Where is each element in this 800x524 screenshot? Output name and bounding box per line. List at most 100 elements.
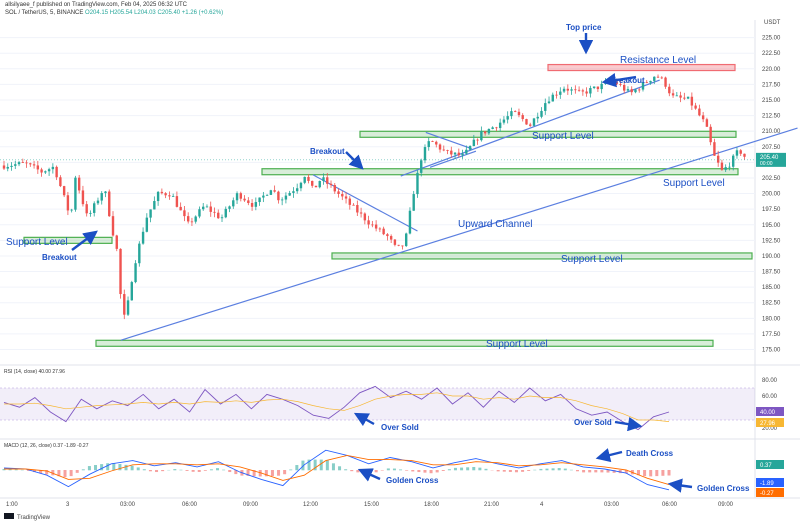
macd-histogram-bar [112, 463, 116, 471]
candle-body [423, 147, 427, 161]
candle-body [175, 196, 179, 207]
price-axis[interactable]: 225.00 222.50 220.00 217.50 215.00 212.50 210.… [762, 36, 781, 354]
rsi-legend[interactable]: RSI (14, close) 40.00 27.96 [4, 369, 65, 375]
candle-body [138, 243, 141, 264]
candle-body [401, 245, 404, 247]
macd-histogram-bar [283, 470, 287, 475]
candle-body [47, 169, 51, 172]
x-tick-label: 03:00 [604, 502, 620, 508]
candle-body [559, 91, 562, 95]
trendlines-layer [120, 79, 798, 341]
x-tick-label: 06:00 [662, 502, 678, 508]
candle-body [359, 212, 363, 214]
arrow-breakout-mid [345, 151, 364, 170]
trendline[interactable] [429, 150, 477, 168]
candle-body [638, 89, 641, 91]
tradingview-logo[interactable]: TradingView [4, 513, 51, 521]
candle-body [438, 144, 442, 150]
macd-histogram-bar [392, 468, 396, 471]
level-zone-support[interactable] [261, 168, 739, 176]
candle-body [44, 171, 47, 173]
candle-body [623, 84, 626, 91]
candle-body [265, 194, 269, 196]
trendline[interactable] [120, 127, 798, 341]
arrow-golden-cross-left [357, 468, 381, 482]
level-zone-support[interactable] [359, 130, 737, 138]
time-axis[interactable]: 1:00 3 03:00 06:00 09:00 12:00 15:00 18:00 21:00… [6, 502, 734, 508]
candle-body [555, 94, 558, 96]
macd-histogram-bar [405, 470, 409, 471]
candle-body [683, 97, 686, 99]
level-zone-support[interactable] [95, 339, 714, 347]
candle-body [100, 193, 103, 201]
candle-body [450, 150, 453, 155]
candle-body [186, 216, 190, 222]
candle-body [66, 195, 70, 211]
candle-body [164, 193, 167, 196]
annotation-support-level-176: Support Level [486, 339, 548, 350]
price-pane[interactable] [0, 20, 755, 364]
candle-body [228, 206, 231, 209]
level-zone-resistance[interactable] [547, 63, 736, 72]
last-price-badge [756, 152, 786, 167]
candle-body [495, 127, 498, 129]
candle-body [356, 205, 359, 213]
candle-body [74, 177, 77, 210]
level-zone-support[interactable] [331, 252, 753, 260]
trendline[interactable] [425, 131, 472, 150]
macd-signal-badge [756, 488, 784, 497]
macd-histogram-bar [441, 470, 445, 471]
candle-body [239, 193, 243, 199]
candle-body [649, 80, 652, 83]
candle-body [59, 177, 62, 187]
candle-body [713, 142, 716, 156]
macd-histogram-bar [557, 468, 561, 471]
symbol-name[interactable]: SOL / TetherUS, 5, BINANCE [5, 10, 84, 16]
candle-body [250, 203, 254, 207]
y-tick-label: 182.50 [762, 301, 781, 307]
candle-body [85, 204, 88, 214]
macd-histogram-bar [423, 470, 427, 473]
macd-histogram-bar [551, 468, 555, 471]
candle-body [81, 190, 85, 205]
candle-body [547, 101, 551, 104]
candle-body [303, 176, 306, 183]
macd-hist-value: 0.37 [760, 463, 772, 469]
macd-histogram-bar [435, 470, 439, 473]
macd-histogram-bar [594, 470, 598, 473]
candle-body [55, 166, 58, 178]
macd-histogram-bar [429, 470, 433, 474]
macd-histogram-bar [478, 467, 482, 471]
annotation-breakout-left: Breakout [42, 253, 77, 262]
candle-body [675, 95, 679, 97]
trendline[interactable] [400, 79, 660, 177]
level-zone-support[interactable] [23, 236, 113, 244]
candle-body [258, 197, 261, 203]
candle-body [209, 206, 212, 212]
candle-body [77, 177, 81, 191]
candle-body [408, 210, 412, 234]
candle-body [378, 228, 382, 230]
macd-legend[interactable]: MACD (12, 26, close) 0.37 -1.89 -0.27 [4, 443, 89, 449]
macd-histogram-bar [344, 469, 348, 471]
macd-histogram-bar [148, 470, 152, 472]
candle-body [119, 248, 122, 295]
rsi-ma-value: 27.96 [760, 421, 776, 427]
rsi-value-badge [756, 407, 784, 416]
y-tick-label: 177.50 [762, 332, 781, 338]
candle-body [168, 195, 171, 197]
last-price-value: 205.40 [760, 155, 779, 161]
macd-histogram-bar [453, 467, 457, 471]
macd-histogram-bar [655, 470, 659, 477]
x-tick-label: 21:00 [484, 502, 500, 508]
macd-histogram-bar [624, 470, 628, 474]
arrow-breakout-left [71, 230, 98, 251]
macd-histogram-bar [33, 470, 37, 473]
candle-body [51, 166, 55, 170]
candle-body [446, 150, 449, 151]
macd-histogram-bar [496, 470, 500, 472]
y-tick-label: 195.00 [762, 223, 781, 229]
macd-histogram-bar [447, 469, 451, 471]
macd-histogram-bar [136, 467, 140, 471]
